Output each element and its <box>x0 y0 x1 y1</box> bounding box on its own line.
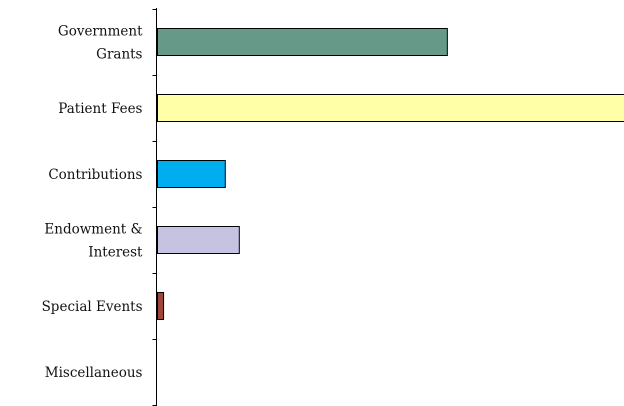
bar-patient-fees <box>157 94 624 122</box>
category-labels: Government Grants Patient Fees Contribution… <box>42 24 144 382</box>
category-label: Special Events <box>42 299 143 315</box>
y-axis-ticks <box>152 9 157 406</box>
bar-special-events <box>157 292 165 320</box>
category-label: Grants <box>96 47 142 63</box>
category-label: Miscellaneous <box>45 365 143 381</box>
bars <box>157 28 624 320</box>
category-label: Patient Fees <box>58 101 142 117</box>
category-label: Government <box>58 24 143 40</box>
bar-contributions <box>157 160 226 188</box>
bar-government-grants <box>157 28 448 56</box>
category-label: Contributions <box>48 167 142 183</box>
bar-endowment-interest <box>157 226 240 254</box>
category-label: Endowment & <box>44 222 142 238</box>
category-label: Interest <box>88 245 143 261</box>
